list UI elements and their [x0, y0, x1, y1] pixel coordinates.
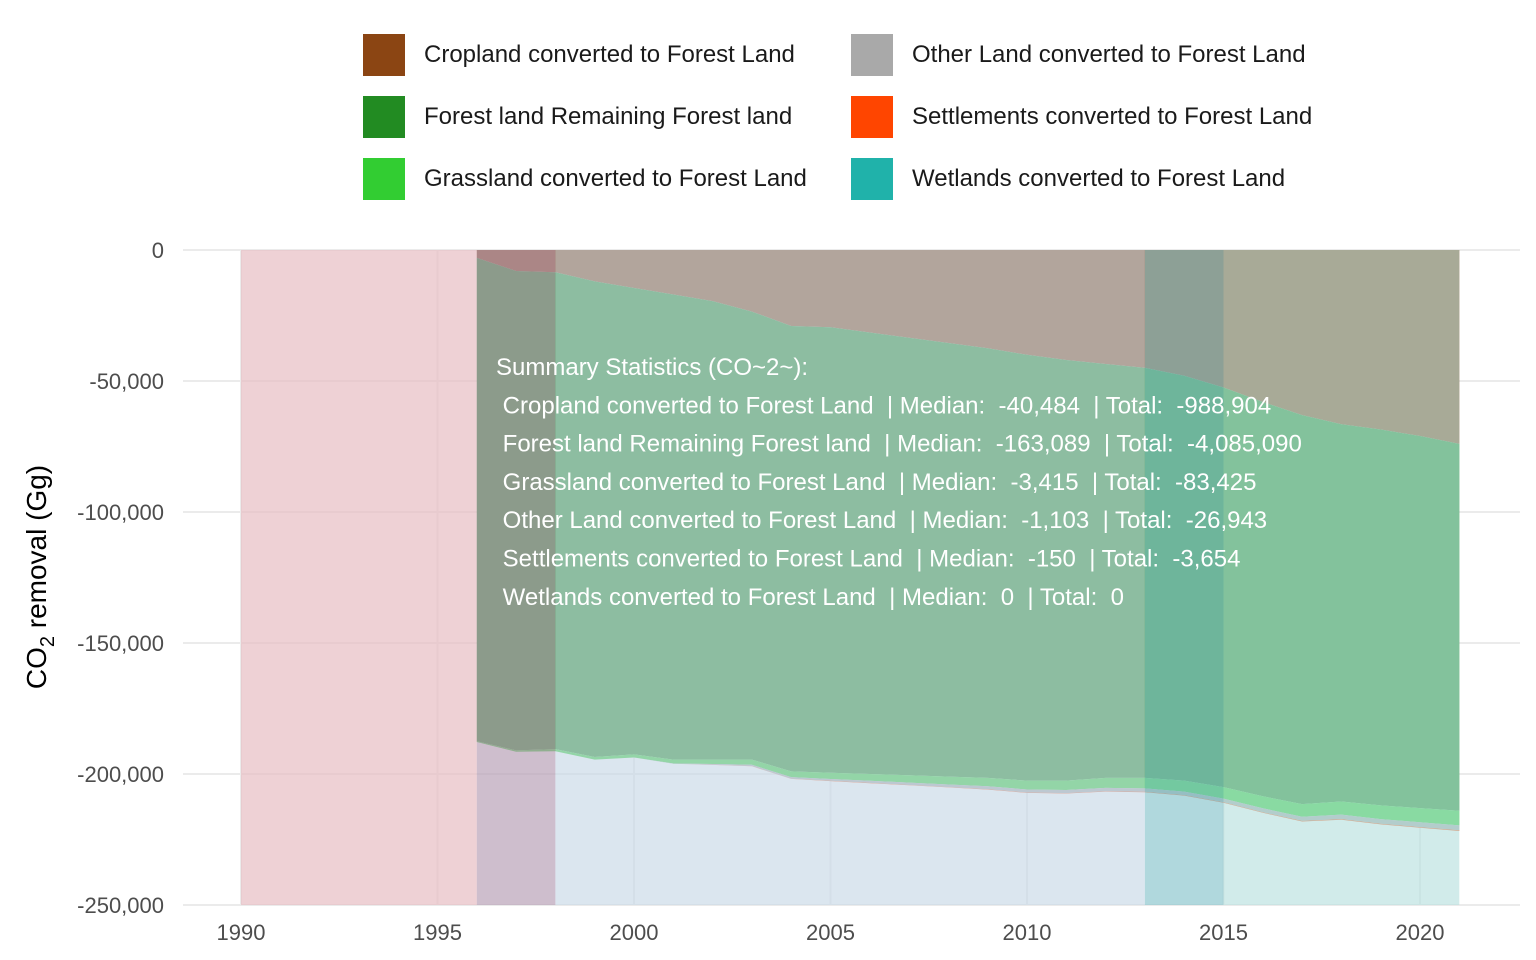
legend-item: Forest land Remaining Forest land — [363, 96, 792, 138]
y-tick-label: -200,000 — [77, 762, 164, 787]
legend-item: Cropland converted to Forest Land — [363, 34, 795, 76]
legend-label: Settlements converted to Forest Land — [912, 103, 1313, 130]
x-tick-label: 1990 — [217, 920, 266, 945]
legend-item: Other Land converted to Forest Land — [851, 34, 1306, 76]
legend-label: Other Land converted to Forest Land — [912, 41, 1306, 68]
legend-item: Settlements converted to Forest Land — [851, 96, 1312, 138]
legend-label: Wetlands converted to Forest Land — [912, 165, 1286, 192]
annotation-line: Grassland converted to Forest Land | Med… — [496, 469, 1256, 496]
shaded-period — [1144, 250, 1224, 905]
x-tick-label: 2005 — [806, 920, 855, 945]
annotation-line: Wetlands converted to Forest Land | Medi… — [496, 584, 1124, 611]
annotation-line: Other Land converted to Forest Land | Me… — [496, 507, 1267, 534]
shaded-period — [555, 250, 1145, 905]
y-tick-label: -100,000 — [77, 500, 164, 525]
y-tick-label: 0 — [152, 238, 164, 263]
legend-swatch — [363, 158, 405, 200]
y-tick-label: -250,000 — [77, 893, 164, 918]
y-axis-label: CO2 removal (Gg) — [21, 465, 59, 689]
annotation-line: Summary Statistics (CO~2~): — [496, 354, 808, 381]
x-tick-label: 2020 — [1396, 920, 1445, 945]
shaded-period — [476, 250, 556, 905]
legend-swatch — [363, 96, 405, 138]
legend-item: Wetlands converted to Forest Land — [851, 158, 1285, 200]
legend-swatch — [851, 158, 893, 200]
legend: Cropland converted to Forest Land Forest … — [363, 34, 1363, 204]
y-tick-label: -150,000 — [77, 631, 164, 656]
summary-annotation: Summary Statistics (CO~2~): Cropland con… — [496, 354, 1302, 611]
legend-label: Grassland converted to Forest Land — [424, 165, 807, 192]
shaded-period — [1223, 250, 1460, 905]
x-tick-label: 1995 — [413, 920, 462, 945]
annotation-line: Settlements converted to Forest Land | M… — [496, 546, 1240, 573]
legend-label: Forest land Remaining Forest land — [424, 103, 793, 130]
x-tick-label: 2000 — [610, 920, 659, 945]
legend-swatch — [851, 96, 893, 138]
y-tick-label: -50,000 — [89, 369, 164, 394]
legend-label: Cropland converted to Forest Land — [424, 41, 795, 68]
x-tick-label: 2015 — [1199, 920, 1248, 945]
legend-item: Grassland converted to Forest Land — [363, 158, 807, 200]
annotation-line: Forest land Remaining Forest land | Medi… — [496, 431, 1302, 458]
legend-swatch — [851, 34, 893, 76]
x-tick-label: 2010 — [1003, 920, 1052, 945]
shaded-period — [241, 250, 477, 905]
annotation-line: Cropland converted to Forest Land | Medi… — [496, 392, 1271, 419]
legend-swatch — [363, 34, 405, 76]
